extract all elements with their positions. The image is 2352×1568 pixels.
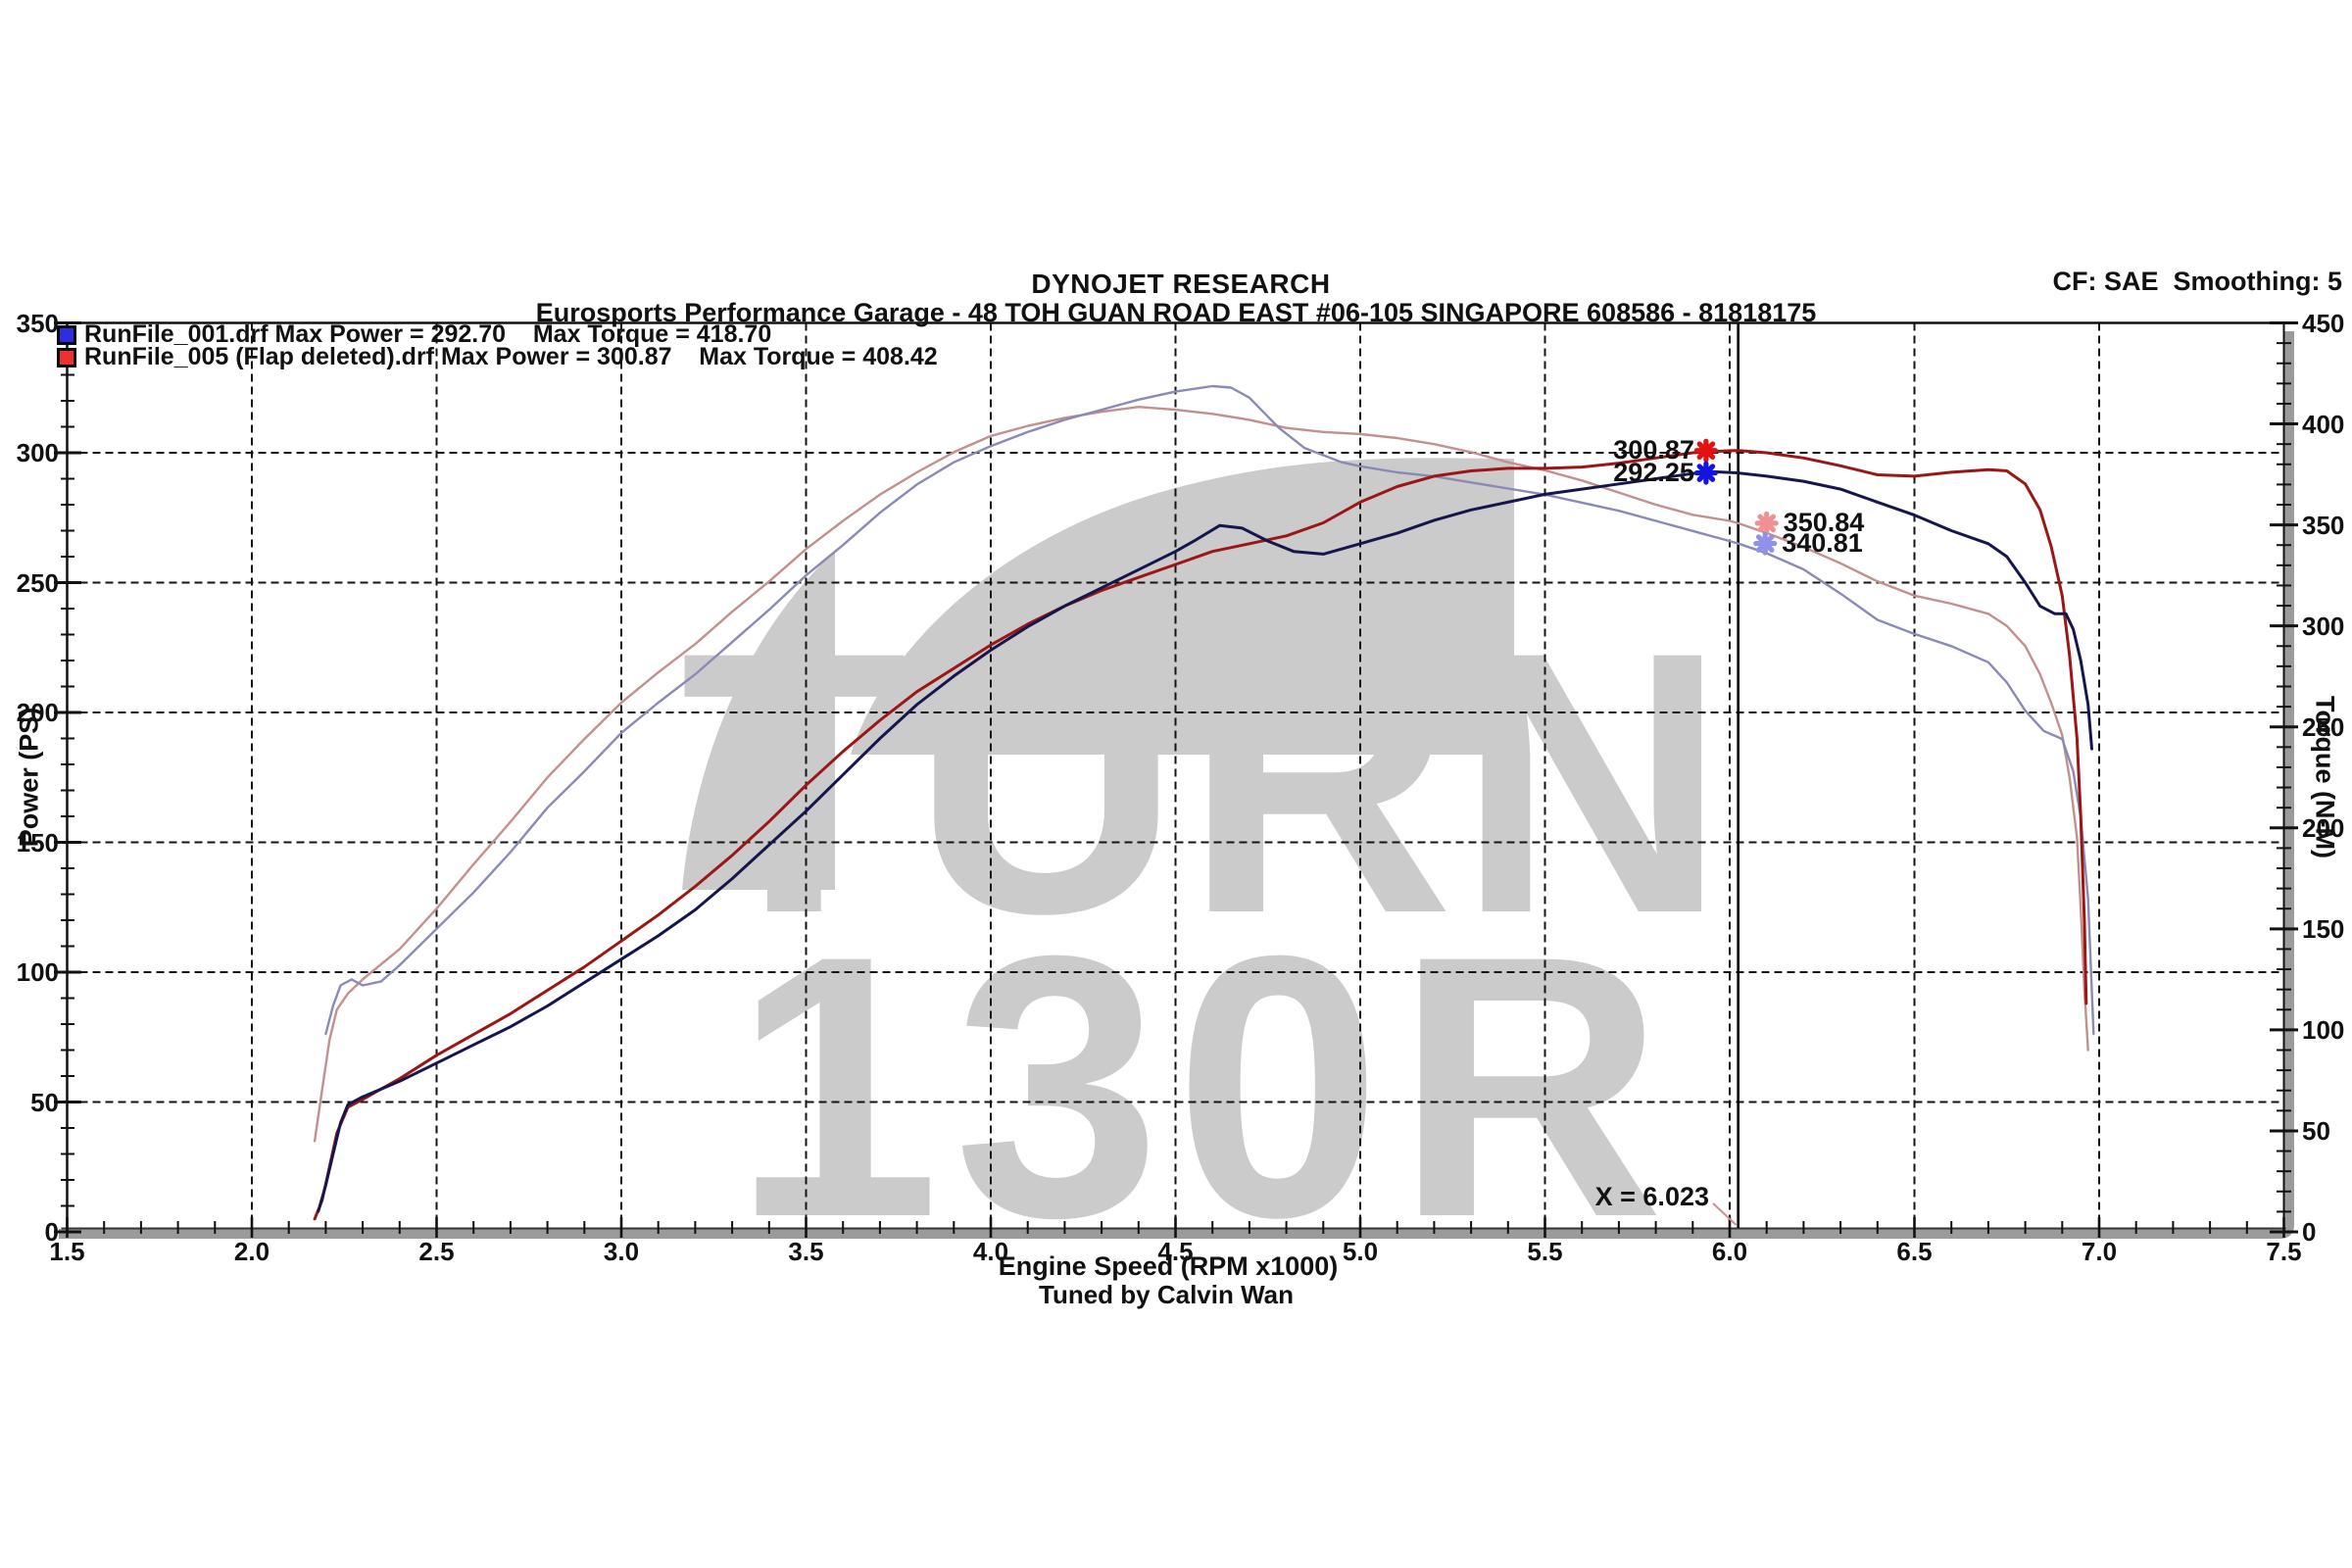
watermark-text-line1: TURN bbox=[680, 574, 1730, 991]
cursor-x-label: X = 6.023 bbox=[1594, 1182, 1709, 1211]
right-tick-label: 250 bbox=[2302, 711, 2345, 742]
x-tick-label: 1.5 bbox=[49, 1237, 85, 1266]
run001-swatch-icon bbox=[57, 324, 76, 345]
curve-torque_run005 bbox=[313, 406, 2089, 1143]
x-tick-label: 5.0 bbox=[1342, 1237, 1379, 1266]
watermark-text-line2: 130R bbox=[733, 878, 1678, 1295]
right-tick-label: 150 bbox=[2302, 913, 2345, 944]
cursor-readout-torque-run001: 340.81 bbox=[1782, 527, 1863, 558]
cursor-marker-icon[interactable] bbox=[1693, 461, 1718, 485]
x-tick-label: 3.0 bbox=[603, 1237, 640, 1266]
cursor-readout-power-run005: 300.87 bbox=[1613, 434, 1694, 465]
right-tick-label: 50 bbox=[2302, 1115, 2330, 1146]
left-tick-label: 150 bbox=[16, 827, 59, 858]
x-tick-label: 5.5 bbox=[1527, 1237, 1563, 1266]
cursor-readout-power-run001: 292.25 bbox=[1613, 457, 1694, 487]
tuned-by-credit: Tuned by Calvin Wan bbox=[1038, 1280, 1295, 1309]
x-tick-label: 4.0 bbox=[972, 1237, 1009, 1266]
left-tick-label: 300 bbox=[16, 438, 59, 467]
page-title: DYNOJET RESEARCH bbox=[1031, 269, 1331, 299]
run005-swatch-icon bbox=[57, 347, 76, 368]
left-axis-title: Power (PS) bbox=[14, 707, 44, 848]
curve-power_run005 bbox=[313, 449, 2088, 1221]
cursor-label-leader-line bbox=[1712, 1202, 1738, 1226]
cursor-readout-torque-run005: 350.84 bbox=[1783, 507, 1865, 537]
legend: RunFile_001.drf Max Power = 292.70 Max T… bbox=[57, 320, 938, 370]
left-tick-label: 200 bbox=[16, 698, 59, 727]
left-tick-label: 50 bbox=[30, 1087, 59, 1117]
cursor-marker-icon[interactable] bbox=[1753, 531, 1778, 556]
curve-torque_run001 bbox=[324, 384, 2095, 1036]
x-tick-label: 2.0 bbox=[233, 1237, 270, 1266]
x-tick-label: 3.5 bbox=[788, 1237, 824, 1266]
shop-subtitle: Eurosports Performance Garage - 48 TOH G… bbox=[535, 298, 1817, 327]
cursor-marker-icon[interactable] bbox=[1693, 438, 1718, 463]
right-tick-label: 400 bbox=[2302, 409, 2345, 439]
watermark-swoosh-icon bbox=[682, 551, 835, 890]
correction-smoothing-info: CF: SAE Smoothing: 5 bbox=[2052, 267, 2342, 296]
left-tick-label: 350 bbox=[16, 308, 59, 338]
right-tick-label: 300 bbox=[2302, 611, 2345, 641]
right-tick-label: 200 bbox=[2302, 812, 2345, 843]
legend-item-runfile-001[interactable]: RunFile_001.drf Max Power = 292.70 Max T… bbox=[57, 320, 938, 348]
right-tick-label: 350 bbox=[2302, 510, 2345, 540]
right-tick-label: 0 bbox=[2302, 1217, 2317, 1247]
legend-item-runfile-005[interactable]: RunFile_005 (Flap deleted).drf Max Power… bbox=[57, 343, 938, 370]
legend-label: RunFile_005 (Flap deleted).drf Max Power… bbox=[84, 343, 938, 370]
x-tick-label: 6.0 bbox=[1711, 1237, 1748, 1266]
x-axis-title: Engine Speed (RPM x1000) bbox=[998, 1251, 1339, 1281]
x-tick-label: 4.5 bbox=[1157, 1237, 1194, 1266]
x-tick-label: 7.5 bbox=[2266, 1237, 2302, 1266]
curve-power_run001 bbox=[317, 469, 2093, 1213]
left-tick-label: 0 bbox=[44, 1217, 59, 1247]
cursor-marker-icon[interactable] bbox=[1754, 511, 1779, 535]
legend-label: RunFile_001.drf Max Power = 292.70 Max T… bbox=[84, 320, 772, 348]
x-tick-label: 2.5 bbox=[418, 1237, 455, 1266]
right-tick-label: 450 bbox=[2302, 308, 2345, 338]
x-tick-label: 6.5 bbox=[1896, 1237, 1933, 1266]
left-tick-label: 250 bbox=[16, 567, 59, 598]
x-tick-label: 7.0 bbox=[2081, 1237, 2118, 1266]
right-tick-label: 100 bbox=[2302, 1014, 2345, 1045]
watermark-swoosh-icon bbox=[851, 458, 1514, 755]
left-tick-label: 100 bbox=[16, 957, 59, 987]
